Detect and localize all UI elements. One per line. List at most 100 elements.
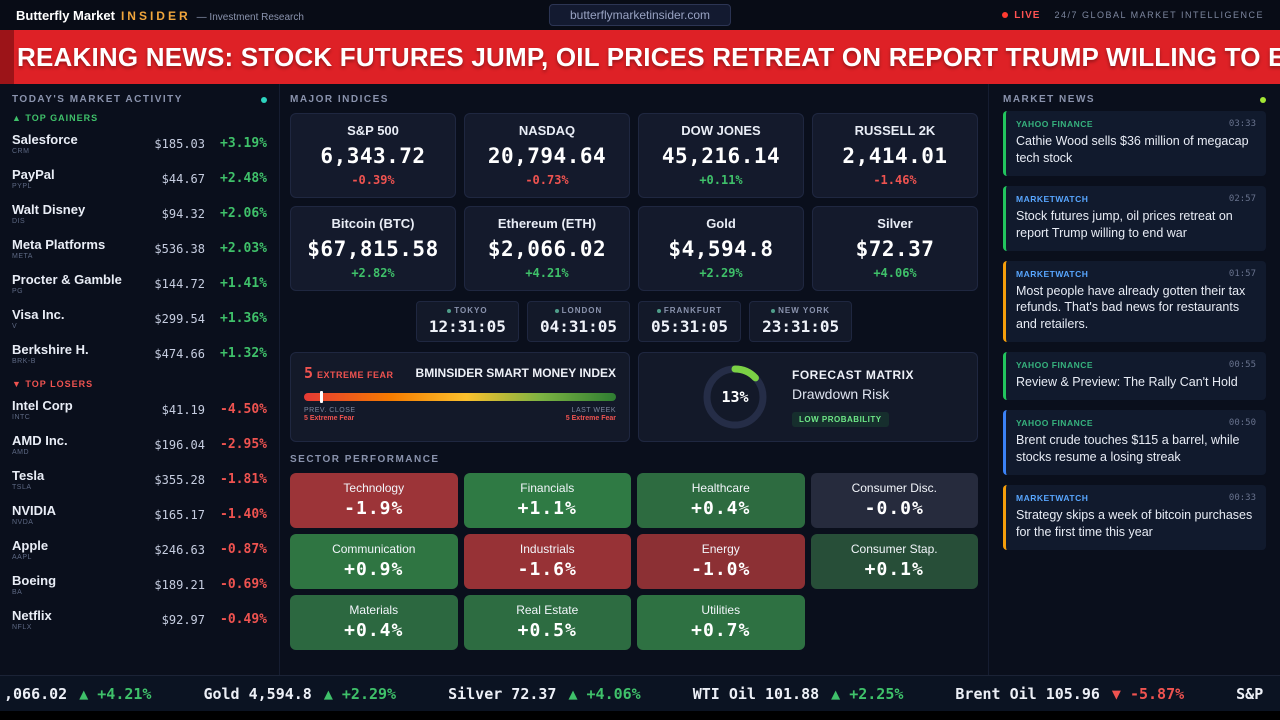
stock-ticker-symbol: BA	[12, 589, 23, 596]
ticker-item: Gold 4,594.8 ▲ +2.29%	[203, 685, 396, 703]
sector-tile[interactable]: Consumer Stap. +0.1%	[810, 534, 978, 589]
news-item[interactable]: YAHOO FINANCE 03:33 Cathie Wood sells $3…	[1003, 111, 1266, 176]
stock-identity: Apple AAPL	[12, 538, 133, 561]
stock-ticker-symbol: NVDA	[12, 519, 34, 526]
top-gainers-list: Salesforce CRM $185.03 +3.19% PayPal PYP…	[12, 126, 267, 371]
sector-tile[interactable]: Financials +1.1%	[463, 473, 631, 528]
stock-name: AMD Inc.	[12, 433, 68, 448]
stock-row[interactable]: Tesla TSLA $355.28 -1.81%	[12, 462, 267, 497]
stock-row[interactable]: Salesforce CRM $185.03 +3.19%	[12, 126, 267, 161]
stock-identity: Walt Disney DIS	[12, 202, 133, 225]
stock-change: +2.06%	[220, 206, 267, 221]
stock-ticker-symbol: CRM	[12, 148, 30, 155]
asset-change: +4.21%	[525, 266, 569, 280]
stock-row[interactable]: Visa Inc. V $299.54 +1.36%	[12, 301, 267, 336]
sector-change: +0.4%	[691, 498, 751, 519]
prev-close-label: PREV. CLOSE	[304, 407, 356, 414]
news-timestamp: 03:33	[1228, 119, 1256, 129]
stock-price: $355.28	[154, 472, 205, 487]
asset-value: $4,594.8	[668, 237, 774, 261]
stock-row[interactable]: Intel Corp INTC $41.19 -4.50%	[12, 392, 267, 427]
sector-tile[interactable]: Real Estate +0.5%	[463, 595, 631, 650]
drawdown-risk-label: Drawdown Risk	[792, 385, 890, 402]
ticker-symbol-value: Gold 4,594.8	[203, 684, 312, 703]
sector-tile[interactable]: Consumer Disc. -0.0%	[810, 473, 978, 528]
news-source-label: YAHOO FINANCE	[1016, 418, 1094, 428]
news-item[interactable]: MARKETWATCH 02:57 Stock futures jump, oi…	[1003, 185, 1266, 251]
sector-grid: Technology -1.9% Financials +1.1% Health…	[290, 473, 978, 650]
index-value: 2,414.01	[842, 144, 948, 168]
stock-change: +2.03%	[220, 241, 267, 256]
stock-row[interactable]: Meta Platforms META $536.38 +2.03%	[12, 231, 267, 266]
stock-identity: Intel Corp INTC	[12, 398, 133, 421]
site-url-pill[interactable]: butterflymarketinsider.com	[548, 4, 732, 26]
news-meta: YAHOO FINANCE 00:50	[1016, 418, 1256, 428]
news-source-label: YAHOO FINANCE	[1016, 360, 1094, 371]
stock-row[interactable]: Procter & Gamble PG $144.72 +1.41%	[12, 266, 267, 301]
market-activity-title: TODAY'S MARKET ACTIVITY	[12, 94, 183, 105]
gauge-reading: 5 EXTREME FEAR	[304, 364, 394, 382]
stock-row[interactable]: Apple AAPL $246.63 -0.87%	[12, 532, 267, 567]
drawdown-gauge: 13%	[702, 364, 768, 430]
clock-time: 12:31:05	[428, 317, 506, 336]
stock-price: $165.17	[154, 507, 205, 522]
asset-change: +4.06%	[873, 266, 917, 280]
stock-price: $92.97	[161, 612, 205, 627]
news-item[interactable]: MARKETWATCH 00:33 Strategy skips a week …	[1003, 484, 1266, 550]
market-status-dot	[771, 308, 776, 313]
sector-tile[interactable]: Healthcare +0.4%	[637, 473, 805, 528]
sector-tile[interactable]: Energy -1.0%	[637, 534, 805, 589]
asset-card: Silver $72.37 +4.06%	[812, 206, 978, 291]
top-gainers-label: ▲ TOP GAINERS	[12, 113, 99, 123]
stock-change: -1.81%	[220, 472, 267, 487]
stock-row[interactable]: Netflix NFLX $92.97 -0.49%	[12, 602, 267, 637]
asset-value: $2,066.02	[487, 237, 607, 261]
news-headline: Review & Preview: The Rally Can't Hold	[1016, 375, 1238, 390]
stock-name: Walt Disney	[12, 202, 86, 217]
stock-name: Procter & Gamble	[12, 272, 122, 287]
market-activity-panel: TODAY'S MARKET ACTIVITY ▲ TOP GAINERS Sa…	[0, 84, 280, 675]
market-news-header: MARKET NEWS	[1003, 94, 1266, 105]
last-week-label: LAST WEEK	[571, 407, 616, 414]
sector-change: -1.6%	[517, 559, 577, 580]
sector-tile[interactable]: Materials +0.4%	[290, 595, 458, 650]
last-week-block: LAST WEEK 5 Extreme Fear	[566, 407, 616, 422]
live-dot-icon	[1002, 12, 1009, 18]
stock-identity: NVIDIA NVDA	[12, 503, 133, 526]
news-source-label: MARKETWATCH	[1016, 268, 1089, 279]
index-card: S&P 500 6,343.72 -0.39%	[290, 113, 456, 198]
ticker-change: ▼ -5.87%	[1111, 684, 1185, 703]
stock-name: Apple	[12, 538, 49, 553]
ticker-symbol-value: Silver 72.37	[448, 684, 557, 703]
sector-tile[interactable]: Utilities +0.7%	[637, 595, 805, 650]
stock-price: $474.66	[154, 346, 205, 361]
stock-row[interactable]: Berkshire H. BRK-B $474.66 +1.32%	[12, 336, 267, 371]
index-card: NASDAQ 20,794.64 -0.73%	[464, 113, 630, 198]
bottom-strip	[0, 711, 1280, 720]
sector-tile[interactable]: Technology -1.9%	[290, 473, 458, 528]
news-item[interactable]: YAHOO FINANCE 00:55 Review & Preview: Th…	[1003, 352, 1266, 400]
news-source-label: YAHOO FINANCE	[1016, 119, 1094, 129]
stock-row[interactable]: AMD Inc. AMD $196.04 -2.95%	[12, 427, 267, 462]
sector-change: +0.9%	[344, 559, 404, 580]
stock-row[interactable]: Walt Disney DIS $94.32 +2.06%	[12, 196, 267, 231]
world-clock-card: FRANKFURT 05:31:05	[638, 301, 742, 342]
stock-price: $246.63	[154, 542, 205, 557]
sector-change: +0.1%	[864, 559, 924, 580]
news-headline: Strategy skips a week of bitcoin purchas…	[1016, 507, 1253, 539]
stock-price: $196.04	[154, 437, 205, 452]
news-meta: YAHOO FINANCE 03:33	[1016, 119, 1256, 129]
ticker-symbol-value: ,066.02	[4, 684, 68, 703]
market-status-dot	[447, 308, 452, 313]
clock-time: 04:31:05	[539, 317, 617, 336]
stock-row[interactable]: NVIDIA NVDA $165.17 -1.40%	[12, 497, 267, 532]
stock-row[interactable]: PayPal PYPL $44.67 +2.48%	[12, 161, 267, 196]
world-clock-card: LONDON 04:31:05	[526, 301, 630, 342]
sector-tile[interactable]: Communication +0.9%	[290, 534, 458, 589]
news-item[interactable]: MARKETWATCH 01:57 Most people have alrea…	[1003, 260, 1266, 343]
sector-tile[interactable]: Industrials -1.6%	[463, 534, 631, 589]
stock-ticker-symbol: INTC	[12, 414, 31, 421]
stock-row[interactable]: Boeing BA $189.21 -0.69%	[12, 567, 267, 602]
news-item[interactable]: YAHOO FINANCE 00:50 Brent crude touches …	[1003, 410, 1266, 475]
sector-name: Financials	[520, 481, 575, 495]
